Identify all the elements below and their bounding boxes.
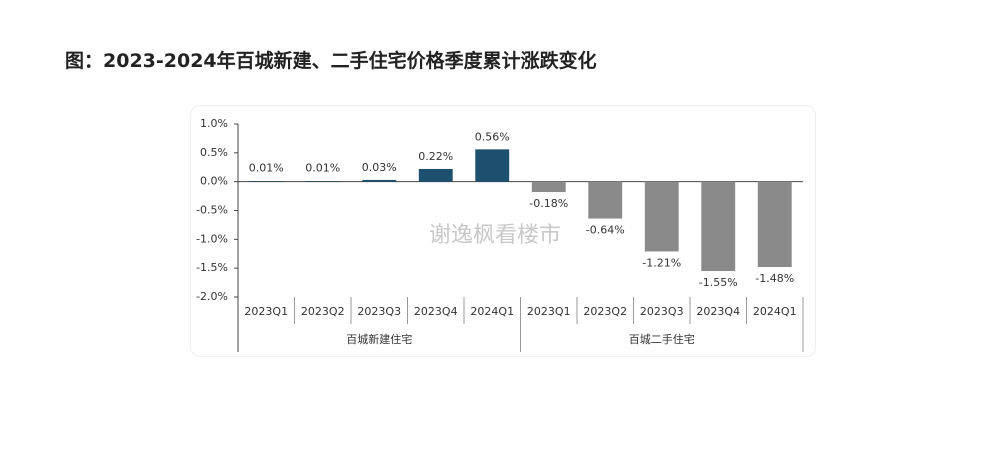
y-tick-label: 1.0% — [200, 117, 228, 130]
y-tick-label: -2.0% — [196, 290, 228, 303]
value-label: -0.18% — [529, 197, 568, 210]
watermark: 谢逸枫看楼市 — [429, 223, 561, 248]
value-label: 0.56% — [475, 130, 510, 143]
value-label: 0.01% — [305, 162, 340, 175]
y-tick-label: -1.0% — [196, 232, 228, 245]
bar — [588, 181, 623, 219]
bar — [644, 181, 679, 252]
bar — [701, 181, 736, 272]
bar — [531, 181, 566, 193]
bar — [305, 181, 340, 182]
x-tick-label: 2023Q3 — [357, 305, 401, 318]
group-label: 百城新建住宅 — [346, 332, 412, 346]
value-label: -1.21% — [642, 256, 681, 269]
group-label: 百城二手住宅 — [629, 332, 695, 346]
y-tick-label: -1.5% — [196, 261, 228, 274]
value-label: -1.48% — [755, 272, 794, 285]
x-tick-label: 2023Q2 — [301, 305, 345, 318]
x-tick-label: 2023Q4 — [414, 305, 458, 318]
y-tick-label: -0.5% — [196, 204, 228, 217]
value-label: 0.22% — [418, 150, 453, 163]
value-label: -1.55% — [699, 276, 738, 289]
x-tick-label: 2023Q4 — [696, 305, 740, 318]
bar — [362, 179, 397, 182]
x-tick-label: 2023Q1 — [244, 305, 288, 318]
value-label: 0.01% — [249, 162, 284, 175]
bar — [475, 149, 510, 182]
x-tick-label: 2023Q2 — [583, 305, 627, 318]
x-tick-label: 2023Q1 — [527, 305, 571, 318]
bar — [418, 168, 453, 182]
bar — [757, 181, 792, 268]
bar — [249, 181, 284, 182]
x-tick-label: 2024Q1 — [753, 305, 797, 318]
y-tick-label: 0.5% — [200, 146, 228, 159]
y-tick-label: 0.0% — [200, 175, 228, 188]
x-tick-label: 2023Q3 — [640, 305, 684, 318]
x-tick-label: 2024Q1 — [470, 305, 514, 318]
value-label: -0.64% — [586, 224, 625, 237]
value-label: 0.03% — [362, 161, 397, 174]
page-title: 图：2023-2024年百城新建、二手住宅价格季度累计涨跌变化 — [65, 50, 597, 72]
